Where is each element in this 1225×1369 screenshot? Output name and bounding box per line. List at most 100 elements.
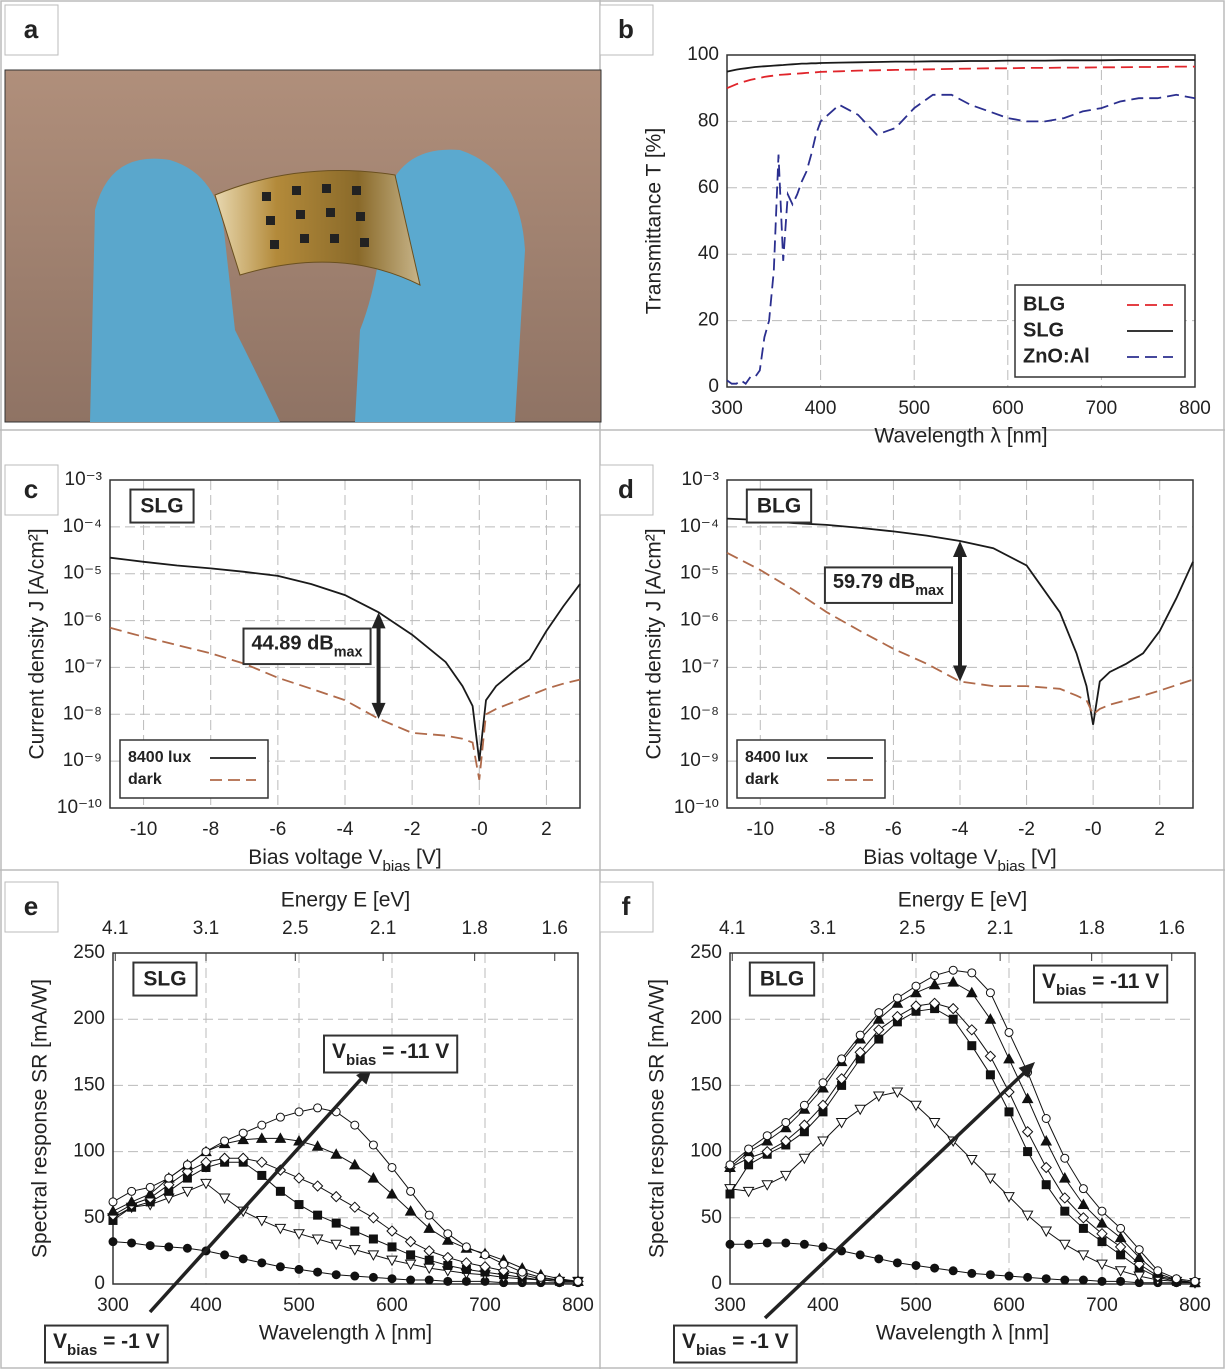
y-tick-label: 150 — [73, 1074, 105, 1095]
y-tick-label: 10⁻³ — [65, 469, 103, 490]
marker — [387, 1162, 397, 1172]
y-axis-label: Transmittance T [%] — [643, 128, 666, 314]
marker — [368, 1234, 378, 1244]
marker — [164, 1242, 174, 1252]
marker — [127, 1238, 137, 1248]
marker — [274, 1132, 287, 1143]
marker — [817, 1082, 829, 1093]
marker — [368, 1272, 378, 1282]
marker — [910, 986, 922, 998]
marker — [181, 1186, 194, 1198]
y-tick-label: 10⁻³ — [682, 469, 720, 490]
marker — [1023, 1147, 1033, 1157]
marker — [1021, 1210, 1034, 1222]
marker — [1096, 1227, 1108, 1240]
y-tick-label: 10⁻⁶ — [63, 610, 102, 631]
x-tick-label: 800 — [1179, 398, 1211, 419]
bias-annotation-box — [44, 1324, 169, 1364]
marker — [947, 1002, 959, 1015]
gain-annotation: 44.89 dBmax — [251, 633, 362, 661]
y-tick-label: 250 — [690, 942, 722, 963]
x-tick-label: -10 — [130, 819, 157, 840]
marker — [200, 1156, 212, 1168]
marker — [387, 1274, 397, 1284]
marker — [257, 1120, 267, 1130]
trend-arrow — [763, 1070, 1027, 1320]
bias-annotation-part: V — [1042, 970, 1056, 993]
y-tick-label: 60 — [698, 177, 719, 198]
legend-box — [119, 739, 269, 799]
marker — [761, 1134, 774, 1146]
marker — [910, 1000, 922, 1012]
x2-tick-label: 4.1 — [719, 918, 745, 939]
marker — [985, 988, 995, 998]
x2-tick-label: 2.5 — [282, 918, 308, 939]
device-pads — [262, 184, 369, 249]
legend-label: BLG — [1023, 293, 1065, 315]
x-tick-label: 400 — [807, 1295, 839, 1316]
marker — [367, 1212, 380, 1224]
marker — [892, 993, 902, 1003]
marker — [255, 1132, 268, 1143]
marker — [725, 1239, 735, 1249]
marker — [1134, 1245, 1144, 1255]
marker — [404, 1205, 417, 1216]
marker — [1114, 1241, 1127, 1253]
arrow-head — [953, 665, 967, 682]
marker — [423, 1245, 435, 1257]
marker — [313, 1103, 323, 1113]
x-tick-label: 700 — [1086, 398, 1118, 419]
legend-label: dark — [745, 771, 779, 788]
x-axis-label-part: [V] — [1025, 846, 1057, 869]
marker — [1040, 1226, 1053, 1238]
marker — [1077, 1212, 1090, 1224]
series-line — [109, 556, 581, 762]
marker — [331, 1218, 341, 1228]
y-tick-label: 10⁻⁷ — [681, 656, 719, 677]
marker — [201, 1147, 211, 1157]
y-tick-label: 10⁻¹⁰ — [57, 797, 102, 818]
marker — [965, 986, 978, 998]
series-line — [726, 59, 1195, 73]
y-tick-label: 40 — [698, 243, 719, 264]
plot-frame — [109, 479, 581, 809]
y-tick-label: 10⁻⁹ — [680, 750, 719, 771]
marker — [367, 1172, 380, 1183]
sample-tag-box — [129, 488, 195, 524]
marker — [780, 1135, 792, 1147]
marker — [182, 1243, 192, 1253]
marker — [798, 1153, 811, 1165]
marker — [874, 1034, 884, 1044]
marker — [892, 1258, 902, 1268]
x2-tick-label: 2.5 — [899, 918, 925, 939]
marker — [220, 1250, 230, 1260]
x-axis-label-part: [V] — [410, 846, 442, 869]
legend-box — [736, 739, 886, 799]
x-tick-label: 600 — [992, 398, 1024, 419]
y-axis-label: Current density J [A/cm²] — [26, 528, 49, 759]
x-tick-label: -4 — [337, 819, 354, 840]
marker — [1096, 1217, 1108, 1228]
marker — [854, 1104, 867, 1116]
marker — [891, 1010, 904, 1023]
x2-tick-label: 2.1 — [370, 918, 396, 939]
marker — [1003, 1192, 1015, 1203]
marker — [274, 1223, 287, 1235]
x-tick-label: 400 — [190, 1295, 222, 1316]
marker — [874, 1254, 884, 1264]
y-tick-label: 0 — [711, 1273, 722, 1294]
y-tick-label: 200 — [73, 1008, 105, 1029]
series-line — [726, 65, 1195, 90]
x-tick-label: 2 — [1154, 819, 1165, 840]
marker — [237, 1133, 250, 1145]
y-tick-label: 10⁻⁶ — [680, 610, 719, 631]
sample-tag: SLG — [140, 495, 183, 518]
marker — [386, 1225, 398, 1237]
marker — [144, 1187, 157, 1199]
y-axis-label: Spectral response SR [mA/W] — [646, 979, 669, 1258]
marker — [744, 1144, 754, 1154]
marker — [1040, 1134, 1053, 1146]
bias-annotation-part: = -11 V — [376, 1040, 449, 1063]
marker — [1116, 1276, 1126, 1286]
